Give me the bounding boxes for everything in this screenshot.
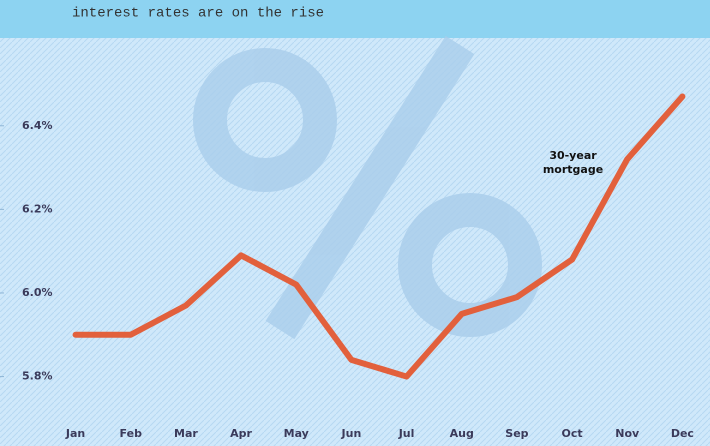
x-tick-label: May: [284, 427, 309, 440]
percent-watermark: [193, 35, 542, 340]
x-tick-label: Sep: [505, 427, 528, 440]
x-tick-label: Apr: [230, 427, 252, 440]
x-tick-label: Dec: [671, 427, 694, 440]
y-tick-label: 5.8%: [22, 370, 53, 383]
data-line: [72, 93, 686, 380]
y-tick-label: 6.2%: [22, 202, 53, 215]
x-tick-label: Feb: [120, 427, 143, 440]
annotation: mortgage: [543, 163, 603, 176]
x-tick-label: Jan: [65, 427, 85, 440]
x-tick-label: Nov: [615, 427, 640, 440]
x-tick-label: Mar: [174, 427, 198, 440]
y-tick-label: 6.0%: [22, 286, 53, 299]
x-tick-label: Jul: [398, 427, 415, 440]
y-tick-label: 6.4%: [22, 119, 53, 132]
chart-title: interest rates are on the rise: [72, 6, 324, 22]
annotation: 30-year: [549, 149, 597, 162]
x-tick-label: Jun: [341, 427, 362, 440]
x-tick-label: Aug: [450, 427, 474, 440]
x-tick-label: Oct: [562, 427, 583, 440]
